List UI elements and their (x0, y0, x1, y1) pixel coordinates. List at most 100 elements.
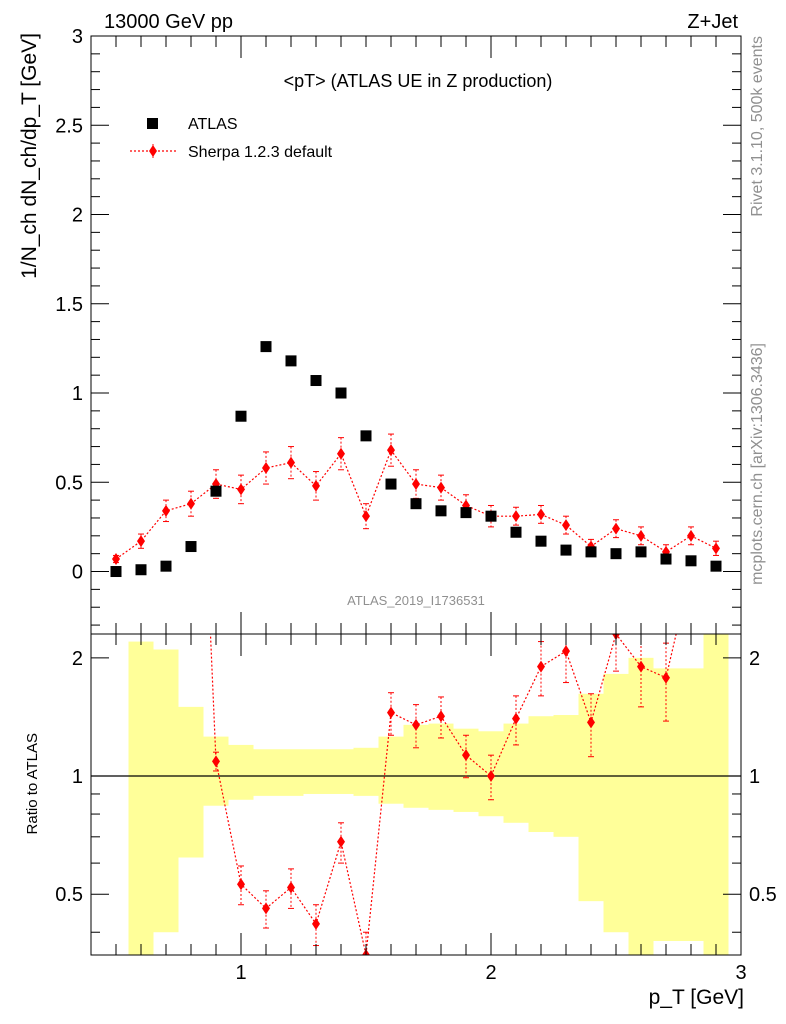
sherpa-point (687, 529, 695, 542)
y-tick-label: 3 (72, 26, 83, 48)
y-tick-label: 2.5 (55, 115, 83, 137)
total-uncertainty-band (703, 634, 729, 955)
ratio-point (587, 716, 595, 729)
ratio-point (287, 881, 295, 894)
energy-label: 13000 GeV pp (104, 11, 233, 33)
atlas-point (460, 507, 472, 519)
total-uncertainty-band (328, 749, 354, 794)
sherpa-point (562, 519, 570, 532)
ratio-y-tick-label-right: 0.5 (749, 884, 777, 906)
atlas-point (385, 478, 397, 490)
main-panel: 0 0.5 1 1.5 2 2.5 3 (55, 26, 742, 635)
ratio-point (437, 710, 445, 723)
ratio-line (215, 634, 677, 955)
atlas-point (635, 546, 647, 558)
ratio-y-tick-label-right: 2 (749, 648, 760, 670)
y-tick-label: 0.5 (55, 472, 83, 494)
ratio-y-tick-label-right: 1 (749, 766, 760, 788)
ratio-y-tick-label: 1 (72, 766, 83, 788)
sherpa-point (312, 479, 320, 492)
y-tick-label: 0 (72, 562, 83, 584)
total-uncertainty-band (228, 744, 254, 800)
ratio-point (562, 645, 570, 658)
total-uncertainty-band (653, 668, 679, 941)
ratio-point (262, 902, 270, 915)
ratio-point (212, 755, 220, 768)
total-uncertainty-band (303, 749, 329, 794)
total-uncertainty-band (178, 706, 204, 858)
total-uncertainty-band (603, 673, 629, 933)
ratio-ylabel: Ratio to ATLAS (24, 733, 41, 834)
ratio-y-tick-label: 0.5 (55, 884, 83, 906)
x-tick-label: 3 (735, 962, 746, 984)
ratio-panel: 1 2 3 0.5 0.5 1 1 2 2 (55, 633, 777, 984)
atlas-point (535, 535, 547, 547)
y-tick-label: 1 (72, 383, 83, 405)
legend-sherpa-marker (149, 145, 157, 157)
ratio-y-tick-label: 2 (72, 648, 83, 670)
sherpa-point (362, 510, 370, 523)
ratio-point (387, 706, 395, 719)
atlas-point (185, 541, 197, 553)
total-uncertainty-band (153, 649, 179, 933)
ratio-point (637, 660, 645, 673)
main-title: <pT> (ATLAS UE in Z production) (284, 71, 553, 91)
y-tick-label: 1.5 (55, 294, 83, 316)
atlas-point (410, 498, 422, 510)
atlas-point (285, 355, 297, 367)
atlas-point (485, 510, 497, 522)
sherpa-point (612, 522, 620, 535)
ratio-series (209, 634, 677, 955)
total-uncertainty-band (528, 716, 554, 833)
ratio-point (512, 712, 520, 725)
total-uncertainty-band (378, 736, 404, 804)
legend-atlas-marker (147, 118, 158, 129)
atlas-point (235, 410, 247, 422)
ratio-point (237, 878, 245, 891)
ratio-point (487, 770, 495, 783)
atlas-point (435, 505, 447, 517)
sherpa-point (512, 510, 520, 523)
atlas-point (710, 560, 722, 572)
analysis-id: ATLAS_2019_I1736531 (347, 593, 485, 608)
total-uncertainty-band (428, 723, 454, 810)
legend-atlas-label: ATLAS (188, 116, 238, 133)
sherpa-point (287, 456, 295, 469)
atlas-point (210, 485, 222, 497)
sherpa-point (537, 508, 545, 521)
atlas-point (660, 553, 672, 565)
atlas-point (260, 341, 272, 353)
atlas-point (560, 544, 572, 556)
process-label: Z+Jet (687, 11, 738, 33)
legend: ATLAS Sherpa 1.2.3 default (130, 116, 333, 161)
total-uncertainty-band (353, 747, 379, 796)
total-uncertainty-band (128, 641, 154, 955)
y-tick-label: 2 (72, 205, 83, 227)
sherpa-point (337, 447, 345, 460)
rivet-label: Rivet 3.1.10, 500k events (749, 36, 766, 217)
x-tick-label: 1 (235, 962, 246, 984)
ratio-point (412, 718, 420, 731)
atlas-point (135, 564, 147, 576)
atlas-point (110, 566, 122, 578)
xlabel: p_T [GeV] (649, 986, 744, 1009)
total-uncertainty-band (403, 724, 429, 808)
atlas-point (510, 526, 522, 538)
atlas-point (335, 387, 347, 399)
sherpa-point (262, 461, 270, 474)
x-tick-label: 2 (485, 962, 496, 984)
sherpa-point (712, 542, 720, 555)
sherpa-point (637, 529, 645, 542)
atlas-point (610, 548, 622, 560)
total-uncertainty-band (253, 749, 279, 796)
legend-sherpa-label: Sherpa 1.2.3 default (188, 144, 333, 161)
main-ylabel: 1/N_ch dN_ch/dp_T [GeV] (18, 33, 41, 279)
sherpa-point (237, 483, 245, 496)
sherpa-point (137, 535, 145, 548)
ratio-point (337, 835, 345, 848)
atlas-point (310, 375, 322, 387)
ratio-point (537, 660, 545, 673)
sherpa-point (437, 481, 445, 494)
ratio-line-entry (209, 634, 217, 762)
